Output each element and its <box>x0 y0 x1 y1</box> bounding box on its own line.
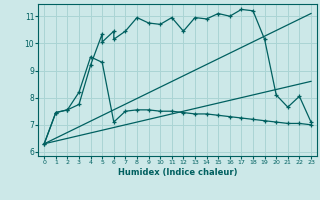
X-axis label: Humidex (Indice chaleur): Humidex (Indice chaleur) <box>118 168 237 177</box>
